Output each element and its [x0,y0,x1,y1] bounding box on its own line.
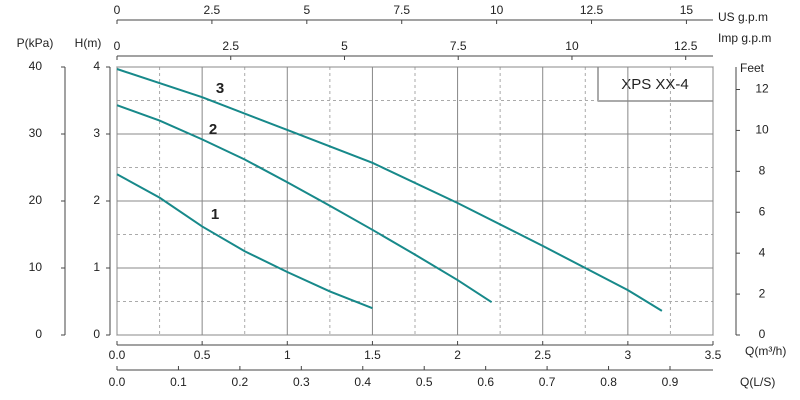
tick-label: 15 [680,3,694,17]
tick-label: 2.5 [204,3,221,17]
tick-label: 0.8 [600,375,617,389]
tick-label: 8 [759,164,766,178]
tick-label: 12.5 [674,39,698,53]
tick-label: 0.4 [354,375,371,389]
axis-label: Imp g.p.m [718,31,771,45]
tick-label: 0 [35,327,42,341]
x-axis-label: Q(m³/h) [745,344,786,358]
tick-label: 0 [114,39,121,53]
tick-label: 0.5 [416,375,433,389]
tick-label: 5 [341,39,348,53]
tick-label: 2.5 [222,39,239,53]
tick-label: 0.1 [170,375,187,389]
y-tick-label: 2 [93,193,100,207]
tick-label: 12.5 [580,3,604,17]
tick-label: 20 [29,193,43,207]
x-tick-label: 1 [284,348,291,362]
y-tick-label: 4 [93,59,100,73]
x-tick-label: 2 [454,348,461,362]
tick-label: 10 [29,260,43,274]
y-axis-label: H(m) [75,36,102,50]
axis-label: US g.p.m [718,10,768,24]
tick-label: 0.3 [293,375,310,389]
chart-title: XPS XX-4 [621,76,689,93]
y-tick-label: 1 [93,260,100,274]
tick-label: 10 [490,3,504,17]
y-tick-label: 0 [93,327,100,341]
tick-label: 0.0 [109,375,126,389]
tick-label: 6 [759,204,766,218]
title-box [597,66,714,102]
tick-label: 7.5 [393,3,410,17]
curve-label: 1 [211,206,219,223]
x-tick-label: 2.5 [534,348,551,362]
tick-label: 10 [755,123,769,137]
x-tick-label: 3.5 [705,348,722,362]
tick-label: 0 [114,3,121,17]
pump-curve [116,104,493,304]
y-tick-label: 3 [93,126,100,140]
tick-label: 30 [29,126,43,140]
x-tick-label: 0.5 [194,348,211,362]
curve-label: 3 [216,80,224,97]
tick-label: 5 [303,3,310,17]
pump-curve [116,173,373,310]
tick-label: 10 [565,39,579,53]
axis-label: P(kPa) [17,36,54,50]
tick-label: 7.5 [450,39,467,53]
curve-label: 2 [209,121,217,138]
tick-label: 0.9 [662,375,679,389]
x-tick-label: 0.0 [109,348,126,362]
x-tick-label: 3 [625,348,632,362]
tick-label: 4 [759,245,766,259]
pump-curve [116,68,663,312]
axis-label: Feet [740,61,765,75]
tick-label: 12 [755,82,769,96]
x-tick-label: 1.5 [364,348,381,362]
tick-label: 40 [29,59,43,73]
tick-label: 2 [759,286,766,300]
tick-label: 0.6 [477,375,494,389]
tick-label: 0.7 [539,375,556,389]
tick-label: 0 [759,327,766,341]
axis-label: Q(L/S) [740,375,775,389]
tick-label: 0.2 [232,375,249,389]
